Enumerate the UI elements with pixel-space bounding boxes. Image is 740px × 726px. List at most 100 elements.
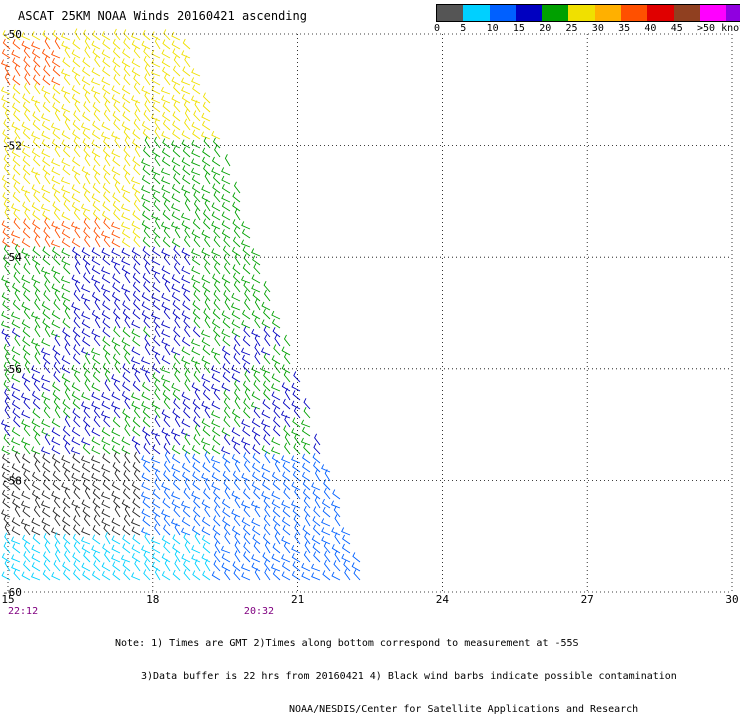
wind-barb	[272, 542, 281, 554]
wind-barb	[191, 265, 201, 275]
wind-barb	[293, 514, 301, 527]
legend-label: 35	[618, 23, 631, 34]
wind-barb	[272, 515, 281, 527]
wind-barb	[212, 254, 221, 266]
wind-barb	[154, 118, 161, 131]
wind-barb	[32, 533, 41, 545]
wind-barb	[281, 500, 291, 509]
wind-barb	[61, 32, 71, 41]
wind-barb	[192, 506, 201, 518]
wind-barb	[121, 85, 131, 95]
wind-barb	[263, 352, 271, 365]
wind-barb	[192, 398, 201, 410]
legend-swatch	[463, 5, 490, 21]
wind-barb	[243, 443, 251, 455]
wind-barb	[83, 298, 91, 311]
wind-barb	[73, 344, 81, 356]
wind-barb	[263, 425, 271, 437]
wind-barb	[34, 495, 41, 509]
wind-barb	[32, 219, 41, 230]
wind-barb	[14, 289, 21, 302]
wind-barb	[63, 263, 71, 275]
wind-barb	[212, 426, 221, 437]
wind-barb	[92, 354, 101, 365]
wind-barb	[0, 419, 11, 428]
wind-barb	[63, 469, 71, 482]
wind-barb	[102, 327, 111, 338]
wind-barb	[13, 182, 21, 194]
wind-barb	[41, 120, 51, 131]
wind-barb	[160, 374, 171, 383]
wind-barb	[321, 518, 331, 527]
wind-barb	[134, 370, 141, 383]
wind-barb	[334, 532, 341, 545]
wind-barb	[143, 55, 151, 68]
wind-barb	[72, 39, 81, 50]
wind-barb	[53, 272, 61, 284]
wind-barb	[14, 64, 21, 77]
wind-barb	[93, 406, 101, 419]
wind-barb	[352, 552, 361, 563]
wind-barb	[81, 311, 91, 320]
wind-barb	[83, 101, 91, 113]
wind-barb	[172, 479, 181, 491]
wind-barb	[184, 451, 191, 464]
wind-barb	[180, 500, 191, 509]
wind-barb	[221, 194, 231, 203]
wind-barb	[164, 451, 171, 464]
wind-barb	[122, 408, 131, 419]
wind-barb	[104, 550, 111, 563]
wind-barb	[31, 365, 41, 374]
wind-barb	[91, 291, 101, 302]
wind-barb	[111, 490, 121, 500]
wind-barb	[251, 274, 261, 284]
wind-barb	[1, 220, 11, 230]
wind-barb	[113, 74, 121, 86]
wind-barb	[73, 524, 81, 536]
wind-barb	[192, 326, 201, 338]
wind-barb	[14, 136, 21, 149]
wind-barb	[132, 534, 141, 545]
wind-barb	[64, 118, 71, 131]
wind-barb	[271, 437, 281, 446]
wind-barb	[51, 138, 61, 149]
legend-swatch	[673, 5, 700, 21]
wind-barb	[51, 76, 61, 86]
wind-barb	[51, 427, 61, 437]
wind-barb	[4, 334, 11, 347]
wind-barb	[161, 329, 171, 338]
wind-barb	[43, 532, 51, 545]
wind-barb	[23, 307, 31, 320]
wind-barb	[11, 346, 21, 356]
wind-barb	[141, 310, 151, 320]
wind-barb	[21, 237, 31, 248]
wind-barb	[171, 453, 181, 464]
wind-barb	[23, 478, 31, 491]
wind-barb	[43, 227, 51, 239]
wind-barb	[22, 155, 31, 167]
wind-barb	[142, 272, 151, 284]
wind-barb	[62, 506, 71, 518]
wind-barb	[233, 569, 241, 581]
wind-barb	[233, 280, 241, 293]
wind-barb	[34, 172, 41, 185]
wind-barb	[21, 274, 31, 284]
wind-barb	[152, 227, 161, 239]
wind-barb	[281, 346, 291, 356]
wind-barb	[201, 156, 211, 167]
wind-barb	[114, 361, 121, 374]
wind-barb	[114, 505, 121, 518]
wind-barb	[271, 499, 281, 509]
wind-barb	[51, 436, 61, 446]
wind-barb	[51, 490, 61, 500]
wind-barb	[311, 482, 321, 491]
wind-barb	[61, 256, 71, 266]
wind-barb	[134, 190, 141, 203]
wind-barb	[113, 101, 121, 113]
wind-barb	[172, 569, 181, 581]
wind-barb	[33, 379, 41, 392]
wind-barb	[250, 500, 261, 509]
wind-barb	[143, 317, 151, 329]
wind-barb	[84, 351, 91, 365]
wind-barb	[174, 550, 181, 563]
